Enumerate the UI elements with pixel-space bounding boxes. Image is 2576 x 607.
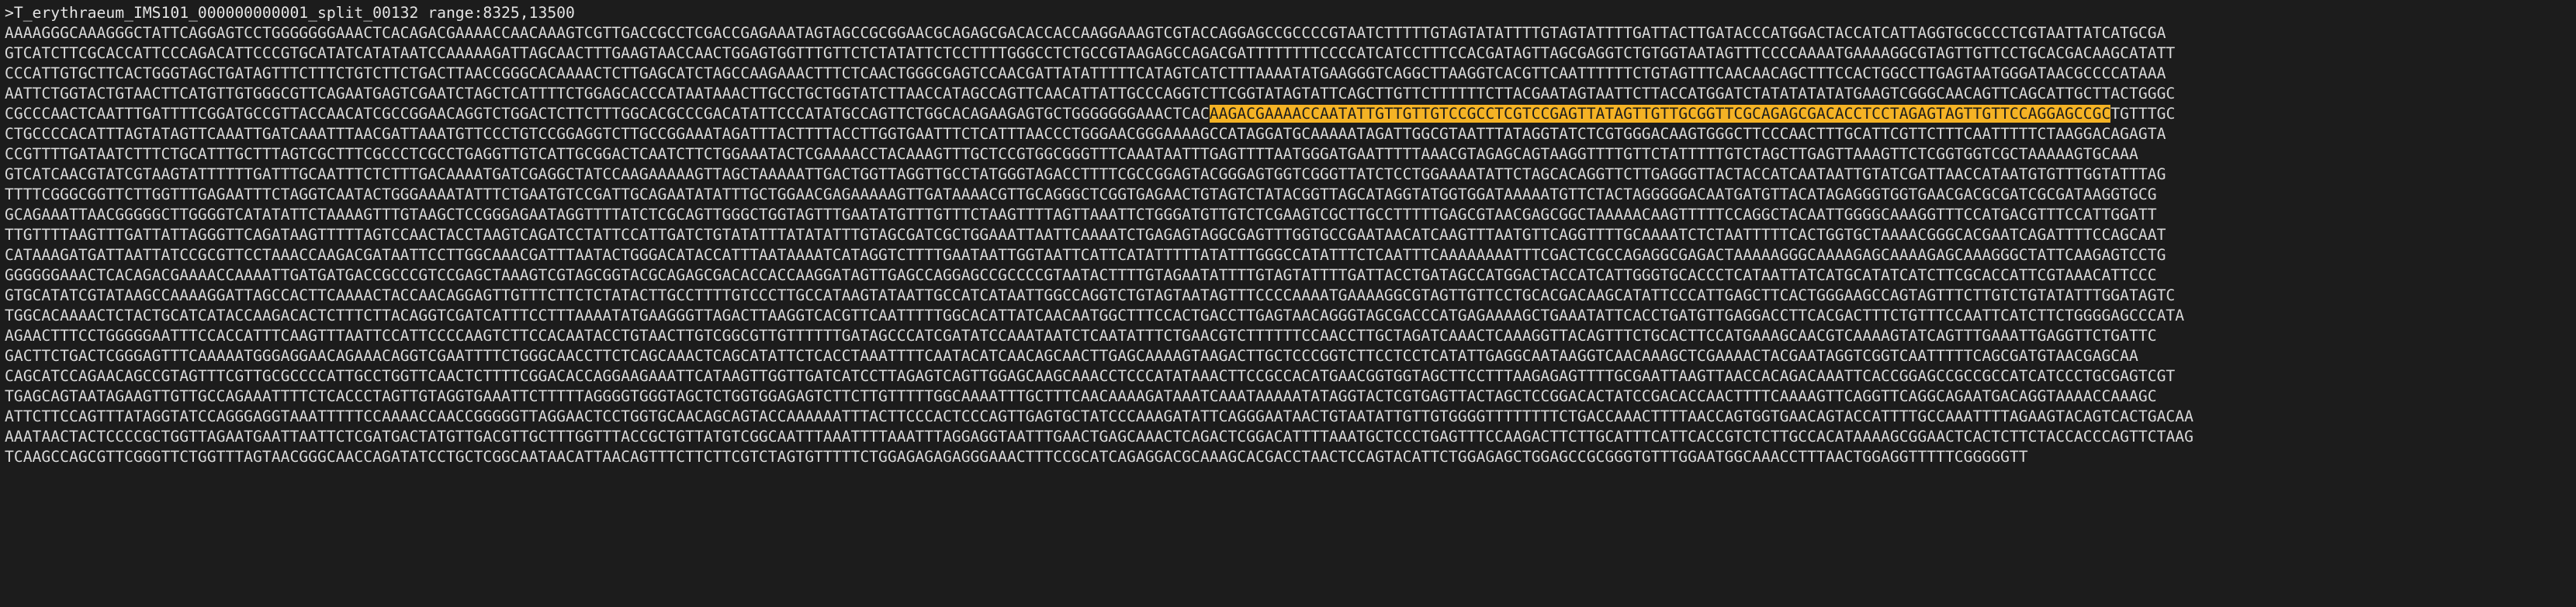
sequence-line: AAATAACTACTCCCCGCTGGTTAGAATGAATTAATTCTCG… (5, 427, 2571, 447)
sequence-line: GTGCATATCGTATAAGCCAAAAGGATTAGCCACTTCAAAA… (5, 286, 2571, 306)
sequence-line: AATTCTGGTACTGTAACTTCATGTTGTGGGCGTTCAGAAT… (5, 84, 2571, 104)
sequence-line: AGAACTTTCCTGGGGGAATTTCCACCATTTCAAGTTTAAT… (5, 326, 2571, 346)
sequence-line: GACTTCTGACTCGGGAGTTTCAAAAATGGGAGGAACAGAA… (5, 346, 2571, 366)
sequence-text: CGCCCAACTCAATTTGATTTTCGGATGCCGTTACCAACAT… (5, 105, 1210, 123)
sequence-text: CCCATTGTGCTTCACTGGGTAGCTGATAGTTTCTTTCTGT… (5, 64, 2166, 82)
sequence-text: TGTTTGC (2110, 105, 2176, 123)
sequence-line: GTCATCTTCGCACCATTCCCAGACATTCCCGTGCATATCA… (5, 43, 2571, 64)
sequence-line: CATAAAGATGATTAATTATCCGCGTTCCTAAACCAAGACG… (5, 245, 2571, 265)
sequence-text: TTGTTTTAAGTTTGATTATTAGGGTTCAGATAAGTTTTTA… (5, 226, 2166, 244)
sequence-text: TTTTCGGGCGGTTCTTGGTTTGAGAATTTCTAGGTCAATA… (5, 186, 2157, 203)
sequence-text: AAATAACTACTCCCCGCTGGTTAGAATGAATTAATTCTCG… (5, 428, 2193, 446)
sequence-line: CCGTTTTGATAATCTTTCTGCATTTGCTTTAGTCGCTTTC… (5, 144, 2571, 165)
sequence-line: ATTCTTCCAGTTTATAGGTATCCAGGGAGGTAAATTTTTC… (5, 407, 2571, 427)
sequence-text: CATAAAGATGATTAATTATCCGCGTTCCTAAACCAAGACG… (5, 246, 2166, 264)
sequence-text: GGGGGGAAACTCACAGACGAAAACCAAAATTGATGATGAC… (5, 266, 2157, 284)
sequence-text: AATTCTGGTACTGTAACTTCATGTTGTGGGCGTTCAGAAT… (5, 85, 2176, 102)
sequence-text: AAAAGGGCAAAGGGCTATTCAGGAGTCCTGGGGGGGAAAC… (5, 24, 2166, 42)
sequence-line: TTGTTTTAAGTTTGATTATTAGGGTTCAGATAAGTTTTTA… (5, 225, 2571, 245)
sequence-text: GTCATCTTCGCACCATTCCCAGACATTCCCGTGCATATCA… (5, 44, 2176, 62)
sequence-text: TGAGCAGTAATAGAAGTTGTTGCCAGAAATTTTCTCACCC… (5, 387, 2157, 405)
sequence-header: >T_erythraeum_IMS101_000000000001_split_… (5, 4, 575, 22)
sequence-text: CAGCATCCAGAACAGCCGTAGTTTCGTTGCGCCCCATTGC… (5, 367, 2176, 385)
sequence-line: CAGCATCCAGAACAGCCGTAGTTTCGTTGCGCCCCATTGC… (5, 366, 2571, 387)
sequence-text: AGAACTTTCCTGGGGGAATTTCCACCATTTCAAGTTTAAT… (5, 327, 2157, 345)
sequence-text: TGGCACAAAACTCTACTGCATCATACCAAGACACTCTTTC… (5, 307, 2185, 324)
sequence-body: AAAAGGGCAAAGGGCTATTCAGGAGTCCTGGGGGGGAAAC… (5, 23, 2571, 467)
highlighted-match: AAGACGAAAACCAATATTGTTGTTGTCCGCCTCGTCCGAG… (1209, 105, 2111, 123)
sequence-text: GACTTCTGACTCGGGAGTTTCAAAAATGGGAGGAACAGAA… (5, 347, 2138, 365)
sequence-line: TTTTCGGGCGGTTCTTGGTTTGAGAATTTCTAGGTCAATA… (5, 185, 2571, 205)
sequence-line: CGCCCAACTCAATTTGATTTTCGGATGCCGTTACCAACAT… (5, 104, 2571, 124)
sequence-text: ATTCTTCCAGTTTATAGGTATCCAGGGAGGTAAATTTTTC… (5, 408, 2193, 425)
sequence-text: CTGCCCCACATTTAGTATAGTTCAAATTGATCAAATTTAA… (5, 125, 2166, 143)
sequence-text: GTGCATATCGTATAAGCCAAAAGGATTAGCCACTTCAAAA… (5, 286, 2176, 304)
sequence-line: TCAAGCCAGCGTTCGGGTTCTGGTTTAGTAACGGGCAACC… (5, 447, 2571, 467)
sequence-line: CCCATTGTGCTTCACTGGGTAGCTGATAGTTTCTTTCTGT… (5, 64, 2571, 84)
sequence-line: GGGGGGAAACTCACAGACGAAAACCAAAATTGATGATGAC… (5, 265, 2571, 286)
sequence-line: TGGCACAAAACTCTACTGCATCATACCAAGACACTCTTTC… (5, 306, 2571, 326)
sequence-line: AAAAGGGCAAAGGGCTATTCAGGAGTCCTGGGGGGGAAAC… (5, 23, 2571, 43)
sequence-line: GCAGAAATTAACGGGGGCTTGGGGTCATATATTCTAAAAG… (5, 205, 2571, 225)
sequence-text: CCGTTTTGATAATCTTTCTGCATTTGCTTTAGTCGCTTTC… (5, 145, 2138, 163)
sequence-text: GTCATCAACGTATCGTAAGTATTTTTTGATTTGCAATTTC… (5, 165, 2166, 183)
sequence-text: GCAGAAATTAACGGGGGCTTGGGGTCATATATTCTAAAAG… (5, 206, 2157, 224)
sequence-line: TGAGCAGTAATAGAAGTTGTTGCCAGAAATTTTCTCACCC… (5, 387, 2571, 407)
sequence-line: CTGCCCCACATTTAGTATAGTTCAAATTGATCAAATTTAA… (5, 124, 2571, 144)
sequence-line: GTCATCAACGTATCGTAAGTATTTTTTGATTTGCAATTTC… (5, 165, 2571, 185)
sequence-text: TCAAGCCAGCGTTCGGGTTCTGGTTTAGTAACGGGCAACC… (5, 448, 2028, 466)
